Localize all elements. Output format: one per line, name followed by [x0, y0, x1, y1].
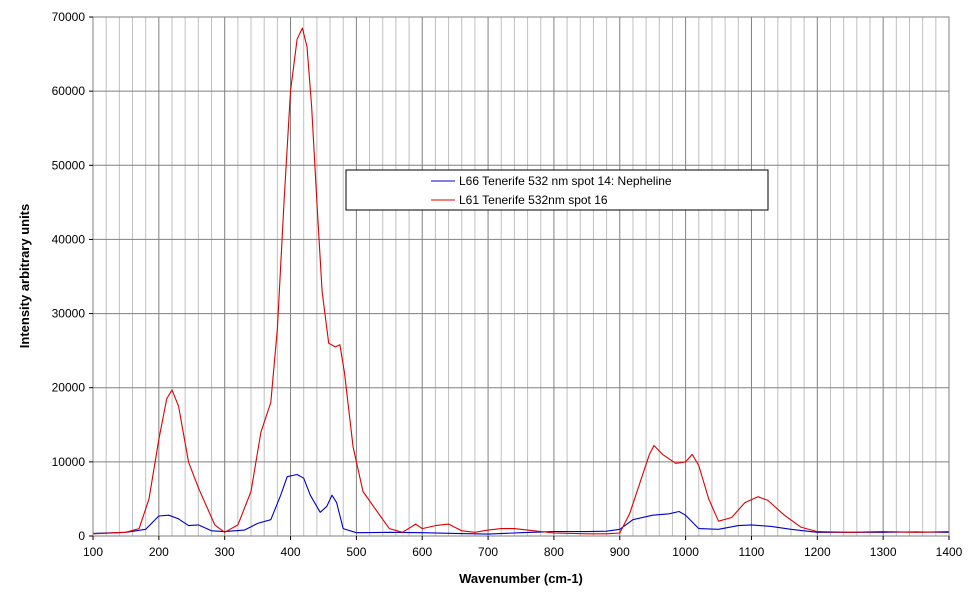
series-line-nepheline — [92, 473, 950, 535]
series-layer — [92, 27, 950, 535]
x-tick-label: 500 — [346, 545, 366, 559]
x-tick-label: 700 — [478, 545, 498, 559]
x-tick-label: 1100 — [739, 545, 765, 559]
plot-border — [92, 16, 950, 537]
x-tick-label: 600 — [412, 545, 432, 559]
y-tick-label: 20000 — [52, 381, 86, 395]
y-tick-label: 70000 — [52, 10, 86, 24]
x-tick-label: 800 — [544, 545, 564, 559]
x-tick-label: 900 — [610, 545, 630, 559]
x-tick-label: 300 — [215, 545, 235, 559]
x-tick-label: 1200 — [804, 545, 831, 559]
series-line-spot16 — [92, 27, 950, 535]
x-axis-title: Wavenumber (cm-1) — [459, 571, 583, 586]
x-tick-label: 1000 — [672, 545, 699, 559]
legend-label-spot16: L61 Tenerife 532nm spot 16 — [459, 193, 608, 207]
y-axis-title: Intensity arbitrary units — [17, 204, 32, 348]
x-tick-label: 1300 — [870, 545, 897, 559]
y-tick-label: 0 — [78, 529, 85, 543]
x-tick-labels: 100 200 300 400 500 600 700 800 900 1000 1100 1200 1… — [83, 545, 963, 559]
y-tick-label: 50000 — [52, 158, 86, 172]
y-tick-label: 30000 — [52, 307, 86, 321]
plot-area — [93, 17, 949, 536]
minor-grid — [105, 17, 937, 536]
x-tick-label: 400 — [281, 545, 301, 559]
x-tick-label: 200 — [149, 545, 169, 559]
y-tick-label: 60000 — [52, 84, 86, 98]
y-tick-labels: 0 10000 20000 30000 40000 50000 60000 70000 — [52, 10, 86, 543]
legend: L66 Tenerife 532 nm spot 14: Nepheline L… — [345, 169, 769, 211]
x-tick-label: 100 — [83, 545, 103, 559]
axis-ticks — [89, 16, 950, 540]
legend-box — [345, 169, 769, 211]
y-tick-label: 40000 — [52, 232, 86, 246]
x-tick-label: 1400 — [936, 545, 963, 559]
legend-label-nepheline: L66 Tenerife 532 nm spot 14: Nepheline — [459, 174, 672, 188]
y-tick-label: 10000 — [52, 455, 86, 469]
major-grid — [92, 16, 950, 537]
